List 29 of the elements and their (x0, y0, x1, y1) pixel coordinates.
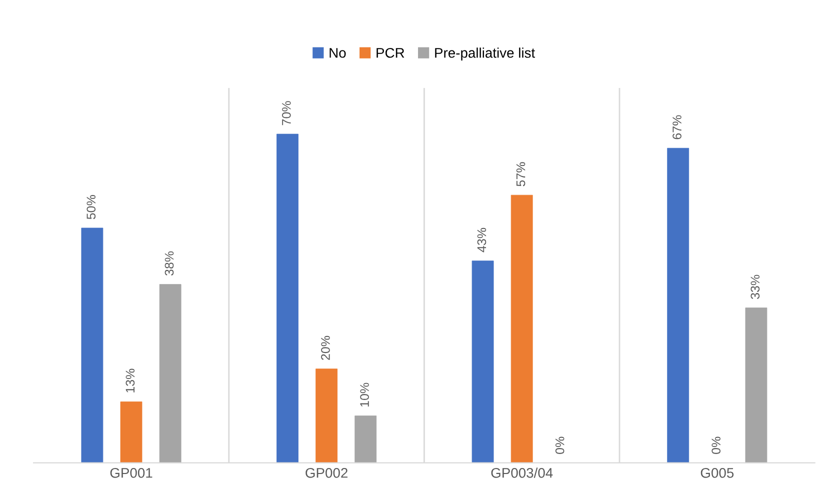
x-tick-label: GP002 (306, 468, 348, 478)
bar (81, 228, 104, 463)
bar (159, 284, 182, 463)
data-label: 38% (164, 251, 174, 276)
data-label: 10% (360, 382, 369, 407)
data-label: 13% (126, 368, 135, 392)
data-label: 33% (750, 274, 760, 299)
data-label: 67% (672, 115, 682, 140)
data-label: 43% (477, 228, 486, 252)
data-label: 0% (712, 436, 721, 454)
legend-label: Pre-palliative list (435, 48, 535, 61)
data-label: 70% (282, 101, 291, 126)
bar (510, 194, 533, 463)
bar (667, 148, 690, 463)
data-label: 57% (516, 162, 526, 186)
data-label: 20% (321, 336, 330, 360)
x-tick-label: GP003/04 (491, 468, 553, 478)
bar (354, 416, 377, 463)
data-label: 0% (555, 436, 564, 454)
bar (120, 402, 142, 463)
bar (316, 368, 338, 463)
bar (745, 308, 768, 463)
x-tick-label: GP001 (110, 468, 152, 478)
x-tick-label: G005 (700, 468, 734, 478)
bar (276, 134, 298, 463)
data-label: 50% (86, 195, 96, 220)
legend-label: PCR (376, 48, 404, 58)
legend-label: No (330, 48, 346, 58)
bar (472, 260, 494, 463)
